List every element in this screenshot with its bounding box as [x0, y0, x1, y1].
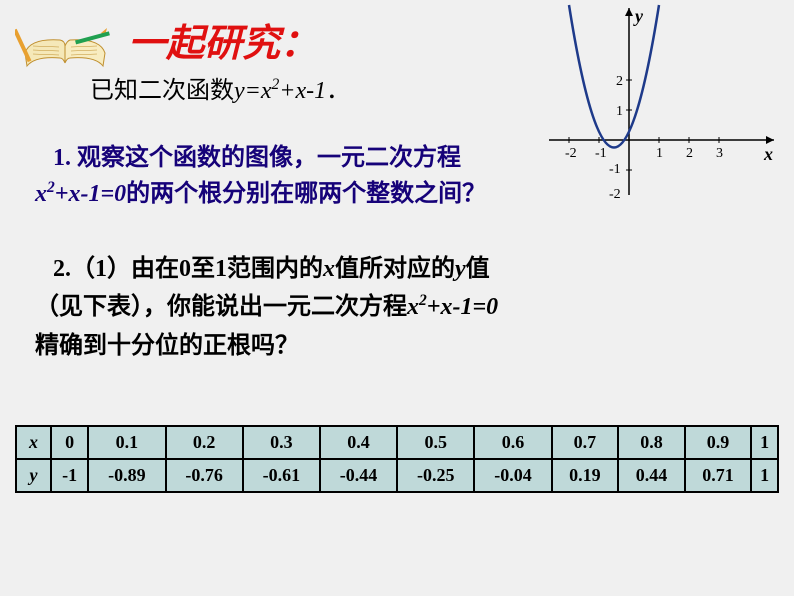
table-header-y: y — [16, 459, 51, 492]
q2-line2: （见下表），你能说出一元二次方程 — [35, 294, 407, 320]
x-label: x — [763, 144, 773, 164]
q2-t1: 由在 — [131, 256, 179, 282]
page-heading: 一起研究： — [128, 12, 318, 67]
book-icon — [15, 18, 115, 73]
q2-line3: 精确到十分位的正根吗？ — [35, 333, 299, 359]
subheading: 已知二次函数y=x2+x-1． — [90, 70, 350, 105]
table-cell: -0.44 — [320, 459, 397, 492]
q2-y: y — [455, 256, 466, 282]
table-cell: 0.19 — [552, 459, 619, 492]
q1-text1: 观察这个函数的图像，一元二次方程 — [77, 145, 461, 171]
subheading-post: ． — [326, 78, 350, 104]
table-cell: 1 — [751, 459, 778, 492]
parabola-curve — [569, 5, 659, 148]
question-1: 1. 观察这个函数的图像，一元二次方程 x2+x-1=0的两个根分别在哪两个整数… — [35, 140, 575, 212]
subheading-eq: y=x2+x-1 — [234, 78, 326, 104]
table-cell: -0.76 — [166, 459, 243, 492]
table-cell: -0.61 — [243, 459, 320, 492]
q1-num: 1. — [53, 145, 77, 171]
table-cell: -0.04 — [474, 459, 551, 492]
tick-y-m1: -1 — [609, 162, 621, 177]
table-cell: 0.2 — [166, 426, 243, 459]
subheading-pre: 已知二次函数 — [90, 78, 234, 104]
table-cell: 0.5 — [397, 426, 474, 459]
table-cell: 0.7 — [552, 426, 619, 459]
q2-eq: x2+x-1=0 — [407, 294, 498, 320]
q2-num: 2. — [53, 256, 71, 282]
tick-x-m2: -2 — [565, 146, 577, 161]
table-cell: 0 — [51, 426, 88, 459]
q2-paren: （1） — [71, 256, 131, 282]
q2-t3: 值所对应的 — [335, 256, 455, 282]
table-cell: 0.71 — [685, 459, 752, 492]
table-cell: 0.1 — [88, 426, 165, 459]
table-cell: -0.25 — [397, 459, 474, 492]
tick-y-2: 2 — [616, 74, 623, 89]
table-cell: 0.3 — [243, 426, 320, 459]
table-cell: 1 — [751, 426, 778, 459]
parabola-graph: -2 -1 1 2 3 1 2 -1 -2 y x — [549, 0, 784, 200]
tick-x-2: 2 — [686, 146, 693, 161]
table-cell: 0.44 — [618, 459, 685, 492]
q2-x: x — [323, 256, 335, 282]
q1-text2: 的两个根分别在哪两个整数之间？ — [126, 181, 486, 207]
question-2: 2.（1）由在0至1范围内的x值所对应的y值 （见下表），你能说出一元二次方程x… — [35, 250, 635, 365]
y-label: y — [633, 6, 644, 26]
tick-y-m2: -2 — [609, 187, 621, 200]
table-cell: 0.8 — [618, 426, 685, 459]
tick-x-3: 3 — [716, 146, 723, 161]
tick-x-1: 1 — [656, 146, 663, 161]
q1-eq: x2+x-1=0 — [35, 181, 126, 207]
table-cell: 0.4 — [320, 426, 397, 459]
table-cell: -1 — [51, 459, 88, 492]
q2-t4: 值 — [466, 256, 490, 282]
table-header-x: x — [16, 426, 51, 459]
data-table: x00.10.20.30.40.50.60.70.80.91y-1-0.89-0… — [15, 425, 779, 493]
q2-t2: 0至1范围内的 — [179, 256, 323, 282]
tick-x-m1: -1 — [595, 146, 607, 161]
table-cell: -0.89 — [88, 459, 165, 492]
table-cell: 0.9 — [685, 426, 752, 459]
table-cell: 0.6 — [474, 426, 551, 459]
tick-y-1: 1 — [616, 104, 623, 119]
